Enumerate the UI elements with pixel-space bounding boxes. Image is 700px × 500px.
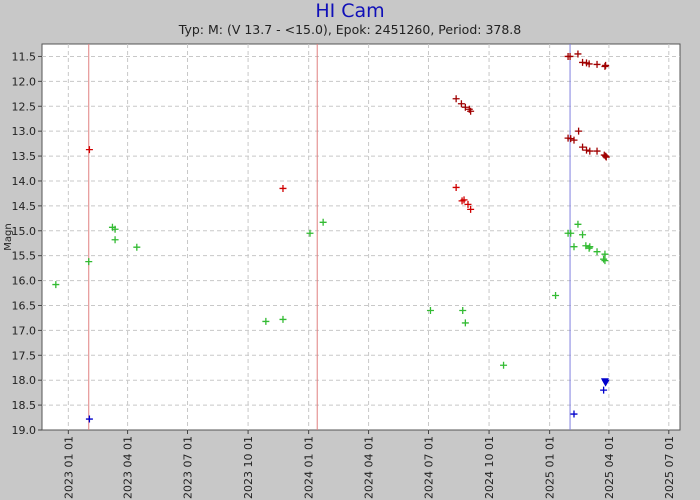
plus-marker [602,152,610,160]
y-tick-label: 15.5 [12,250,37,263]
x-tick-label: 2025 04 01 [603,436,616,499]
y-tick-label: 12.0 [12,75,37,88]
y-axis-label: Magn [3,223,14,250]
y-tick-label: 17.0 [12,324,37,337]
plus-marker [85,415,93,423]
plus-marker [593,248,601,256]
plus-marker [579,143,587,151]
plus-marker [279,184,287,192]
y-tick-label: 13.5 [12,150,37,163]
data-points [52,50,610,423]
plus-marker [574,50,582,58]
plus-marker [464,200,472,208]
x-axis-ticks: 2023 01 01 2023 04 01 2023 07 01 2023 10 01… [62,430,676,499]
plus-marker [461,319,469,327]
plus-marker [500,361,508,369]
plus-marker [85,258,93,266]
plus-marker [570,243,578,251]
plus-marker [133,243,141,251]
chart-subtitle: Typ: M: (V 13.7 - <15.0), Epok: 2451260,… [178,22,522,37]
plus-marker [601,257,609,265]
plus-marker [552,292,560,300]
plus-marker [452,183,460,191]
plus-marker [52,281,60,289]
plus-marker [600,255,608,263]
plus-marker [111,225,119,233]
plus-marker [566,52,574,60]
x-tick-label: 2023 04 01 [122,436,135,499]
y-tick-label: 15.0 [12,225,37,238]
reference-lines [88,44,571,430]
plus-marker [579,231,587,239]
plus-marker [601,250,609,258]
plus-marker [570,410,578,418]
plus-marker [575,127,583,135]
x-tick-label: 2023 10 01 [242,436,255,499]
y-tick-label: 19.0 [12,424,37,437]
plus-marker [426,306,434,314]
grid-lines [42,44,680,430]
plus-marker [570,136,578,144]
plus-marker [457,100,465,108]
y-tick-label: 12.5 [12,100,37,113]
plus-marker [586,147,594,155]
plus-marker [279,315,287,323]
x-tick-label: 2023 07 01 [182,436,195,499]
plot-area [41,43,681,431]
y-tick-label: 16.5 [12,299,37,312]
plus-marker [585,244,593,252]
plus-marker [593,60,601,68]
plus-marker [567,229,575,237]
y-axis-ticks: 11.5 12.0 12.5 13.0 13.5 14.0 14.5 15.0 15.5 16.0… [12,50,42,437]
plus-marker [467,205,475,213]
plus-marker [583,146,591,154]
plus-marker [601,62,609,70]
x-tick-label: 2024 04 01 [363,436,376,499]
plus-marker [586,243,594,251]
plus-marker [459,306,467,314]
plus-marker [111,236,119,244]
y-tick-label: 14.5 [12,200,37,213]
y-tick-label: 14.0 [12,175,37,188]
x-tick-label: 2024 01 01 [303,436,316,499]
plus-marker [600,386,608,394]
plus-marker [567,135,575,143]
y-tick-label: 11.5 [12,50,37,63]
plus-marker [452,95,460,103]
y-tick-label: 13.0 [12,125,37,138]
y-tick-label: 18.0 [12,374,37,387]
plus-marker [593,147,601,155]
plus-marker [602,153,610,161]
x-tick-label: 2025 07 01 [663,436,676,499]
plus-marker [262,317,270,325]
plus-marker [461,103,469,111]
triangle-marker [601,379,610,387]
plus-marker [460,196,468,204]
plus-marker [602,61,610,69]
x-tick-label: 2023 01 01 [62,436,75,499]
plus-marker [574,220,582,228]
plus-marker [85,146,93,154]
x-tick-label: 2024 07 01 [422,436,435,499]
plus-marker [585,60,593,68]
y-tick-label: 17.5 [12,349,37,362]
x-tick-label: 2025 01 01 [544,436,557,499]
plus-marker [467,107,475,115]
y-tick-label: 16.0 [12,275,37,288]
plus-marker [319,218,327,226]
x-tick-label: 2024 10 01 [483,436,496,499]
chart-title: HI Cam [315,0,385,22]
plus-marker [306,229,314,237]
y-tick-label: 18.5 [12,399,37,412]
